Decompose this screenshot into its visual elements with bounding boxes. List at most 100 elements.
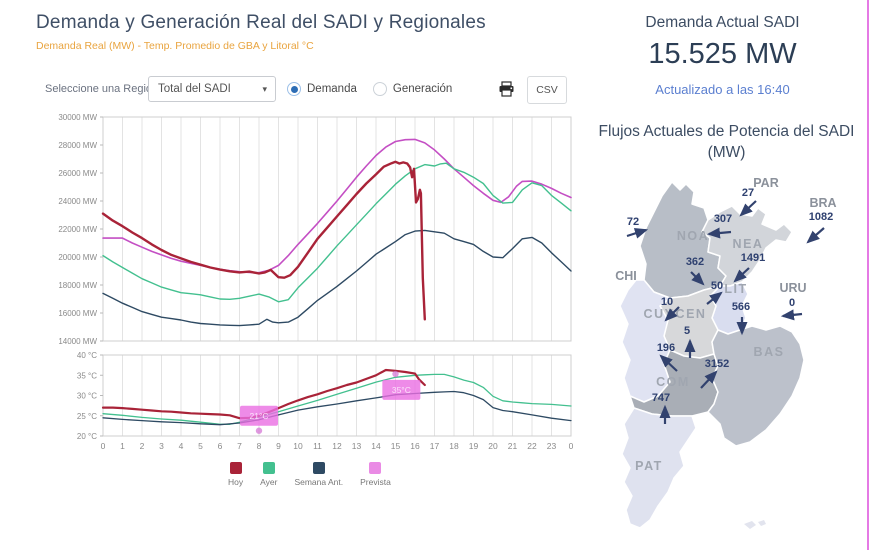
x-tick-label: 21 bbox=[508, 441, 518, 451]
current-demand-value: 15.525 MW bbox=[648, 38, 797, 70]
flow-arrow-f10 bbox=[664, 306, 680, 322]
printer-icon bbox=[499, 81, 513, 97]
region-label-lit: LIT bbox=[724, 282, 747, 296]
region-label-cen: CEN bbox=[676, 307, 707, 321]
csv-button[interactable]: CSV bbox=[527, 76, 567, 104]
x-tick-label: 7 bbox=[237, 441, 242, 451]
x-tick-label: 0 bbox=[101, 441, 106, 451]
series-semanaant bbox=[102, 390, 572, 426]
flow-value-f307: 307 bbox=[714, 213, 732, 225]
y-tick-label: 14000 MW bbox=[58, 337, 97, 346]
current-demand-title: Demanda Actual SADI bbox=[645, 14, 800, 31]
region-label-noa: NOA bbox=[677, 229, 709, 243]
flow-value-f1491: 1491 bbox=[741, 252, 765, 264]
flow-arrow-f50 bbox=[706, 291, 723, 305]
flow-value-f27: 27 bbox=[742, 187, 754, 199]
x-tick-label: 3 bbox=[159, 441, 164, 451]
legend-swatch-hoy bbox=[229, 462, 242, 474]
x-tick-label: 19 bbox=[469, 441, 479, 451]
flow-arrow-f307 bbox=[706, 227, 732, 239]
radio-generacion-label: Generación bbox=[392, 83, 453, 95]
map-region-pat[interactable] bbox=[621, 407, 697, 529]
y-tick-label: 35 °C bbox=[77, 371, 97, 380]
country-label-par: PAR bbox=[753, 176, 778, 190]
legend-label-prevista: Prevista bbox=[360, 477, 391, 487]
legend-swatch-ayer bbox=[262, 462, 275, 474]
country-label-bra: BRA bbox=[809, 196, 836, 210]
flow-arrow-f0 bbox=[780, 309, 803, 321]
chart-legend: Hoy Ayer Semana Ant. Prevista bbox=[228, 462, 391, 487]
carousel-edge-divider bbox=[867, 0, 869, 550]
x-tick-label: 16 bbox=[410, 441, 420, 451]
prevista-point bbox=[392, 370, 399, 378]
x-tick-label: 13 bbox=[352, 441, 362, 451]
map-region-bas[interactable] bbox=[707, 325, 805, 447]
x-tick-label: 18 bbox=[449, 441, 459, 451]
legend-label-ayer: Ayer bbox=[260, 477, 278, 487]
prevista-point bbox=[255, 427, 263, 434]
legend-label-hoy: Hoy bbox=[228, 477, 244, 487]
print-button[interactable] bbox=[492, 76, 520, 102]
flow-arrow-f1491 bbox=[733, 267, 750, 283]
region-label-nea: NEA bbox=[733, 237, 764, 251]
x-tick-label: 14 bbox=[371, 441, 381, 451]
page-subtitle: Demanda Real (MW) - Temp. Promedio de GB… bbox=[36, 40, 314, 52]
region-select[interactable]: Total del SADI ▾ bbox=[148, 76, 276, 102]
flow-value-f1082: 1082 bbox=[809, 211, 833, 223]
y-tick-label: 16000 MW bbox=[58, 309, 97, 318]
region-label-bas: BAS bbox=[754, 345, 785, 359]
flow-arrow-f27 bbox=[739, 200, 757, 217]
flow-arrow-f1082 bbox=[806, 227, 825, 244]
x-tick-label: 11 bbox=[313, 441, 322, 451]
y-tick-label: 20000 MW bbox=[58, 253, 97, 262]
map-region-nea[interactable] bbox=[701, 205, 793, 287]
x-tick-label: 15 bbox=[391, 441, 401, 451]
flow-value-f10: 10 bbox=[661, 296, 673, 308]
x-tick-label: 12 bbox=[332, 441, 342, 451]
x-tick-label: 22 bbox=[527, 441, 537, 451]
country-label-uru: URU bbox=[779, 281, 806, 295]
flow-value-f196: 196 bbox=[657, 342, 675, 354]
series-ayer bbox=[102, 162, 572, 303]
series-hoy bbox=[101, 160, 426, 321]
flows-title-line2: (MW) bbox=[707, 143, 746, 161]
legend-label-semana: Semana Ant. bbox=[294, 477, 344, 487]
region-label-pat: PAT bbox=[635, 459, 663, 473]
x-tick-label: 10 bbox=[293, 441, 303, 451]
radio-demanda[interactable] bbox=[287, 82, 301, 96]
temp-annotation-box bbox=[240, 405, 278, 426]
legend-item-hoy[interactable]: Hoy bbox=[228, 462, 243, 487]
y-tick-label: 25 °C bbox=[77, 412, 97, 421]
page-title: Demanda y Generación Real del SADI y Reg… bbox=[36, 12, 486, 33]
x-tick-label: 23 bbox=[547, 441, 557, 451]
legend-item-ayer[interactable]: Ayer bbox=[260, 462, 277, 487]
x-tick-label: 5 bbox=[198, 441, 203, 451]
y-tick-label: 30000 MW bbox=[58, 113, 97, 122]
temp-annotation-label: 35°C bbox=[392, 385, 411, 395]
flow-value-f566: 566 bbox=[732, 301, 750, 313]
y-tick-label: 22000 MW bbox=[58, 225, 97, 234]
legend-item-prevista[interactable]: Prevista bbox=[360, 462, 391, 487]
legend-swatch-semana bbox=[312, 462, 325, 474]
chevron-down-icon: ▾ bbox=[262, 84, 267, 94]
legend-item-semana[interactable]: Semana Ant. bbox=[294, 462, 343, 487]
mode-radio-group: Demanda Generación bbox=[287, 76, 462, 102]
radio-generacion[interactable] bbox=[372, 82, 387, 96]
demand-chart: 14000 MW 16000 MW 18000 MW 20000 MW 22000 MW… bbox=[58, 113, 572, 346]
flow-value-f362: 362 bbox=[686, 256, 704, 268]
map-islands bbox=[744, 520, 766, 529]
country-label-chi: CHI bbox=[615, 269, 637, 283]
y-tick-label: 18000 MW bbox=[58, 281, 97, 290]
region-label-com: COM bbox=[656, 375, 690, 389]
y-tick-label: 24000 MW bbox=[58, 197, 97, 206]
flow-value-f0: 0 bbox=[789, 297, 795, 309]
x-tick-label: 20 bbox=[488, 441, 498, 451]
flows-title-line1: Flujos Actuales de Potencia del SADI bbox=[598, 123, 855, 140]
region-select-value: Total del SADI bbox=[158, 83, 231, 95]
x-tick-label: 0 bbox=[569, 441, 574, 451]
x-tick-label: 2 bbox=[140, 441, 145, 451]
flow-value-f747: 747 bbox=[652, 392, 670, 404]
flow-arrow-f3152 bbox=[700, 370, 718, 389]
y-tick-label: 20 °C bbox=[77, 432, 97, 441]
